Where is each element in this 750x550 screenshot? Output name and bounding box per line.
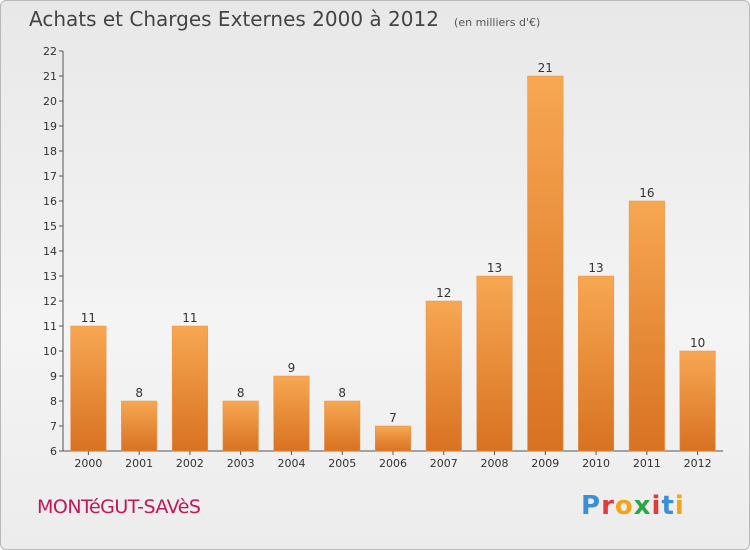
chart-subtitle: (en milliers d'€) [454, 16, 541, 29]
x-tick-label-2008: 2008 [481, 457, 509, 470]
x-tick-label-2011: 2011 [633, 457, 661, 470]
x-tick-label-2012: 2012 [684, 457, 712, 470]
x-tick-label-2004: 2004 [277, 457, 305, 470]
axes: 6 7 8 9 10 11 12 13 14 15 16 17 18 19 20 21 22 2000 2001 20… [43, 45, 723, 470]
y-tick-label: 16 [43, 195, 57, 208]
x-tick-label-2001: 2001 [125, 457, 153, 470]
value-label-2012: 10 [690, 336, 705, 350]
y-tick-label: 7 [50, 420, 57, 433]
value-label-2000: 11 [81, 311, 96, 325]
y-tick-label: 22 [43, 45, 57, 58]
logo-letter: i [651, 491, 662, 521]
title-row: Achats et Charges Externes 2000 à 2012 (… [29, 7, 540, 31]
x-tick-label-2003: 2003 [227, 457, 255, 470]
bar-2003 [222, 400, 259, 452]
bar-2007 [425, 300, 462, 452]
bar-2006 [374, 425, 412, 452]
bars-group: 11 8 11 8 9 8 7 12 13 21 13 16 10 [70, 61, 716, 452]
y-tick-label: 18 [43, 145, 57, 158]
logo-letter: x [633, 491, 652, 521]
y-tick-label: 8 [50, 395, 57, 408]
y-tick-label: 13 [43, 270, 57, 283]
bar-2005 [324, 400, 361, 452]
value-label-2011: 16 [639, 186, 654, 200]
bar-2009 [527, 75, 564, 452]
y-tick-label: 14 [43, 245, 57, 258]
logo-letter: P [581, 491, 602, 521]
x-tick-label-2010: 2010 [582, 457, 610, 470]
bar-2010 [578, 275, 615, 452]
y-tick-label: 21 [43, 70, 57, 83]
logo-letter: i [674, 491, 685, 521]
proxiti-logo[interactable]: Proxiti [581, 491, 685, 521]
value-label-2006: 7 [389, 411, 397, 425]
x-tick-label-2007: 2007 [430, 457, 458, 470]
chart-title: Achats et Charges Externes 2000 à 2012 [29, 7, 439, 31]
y-tick-label: 9 [50, 370, 57, 383]
y-tick-label: 12 [43, 295, 57, 308]
y-tick-label: 20 [43, 95, 57, 108]
logo-letter: r [601, 491, 615, 521]
x-tick-label-2006: 2006 [379, 457, 407, 470]
bar-2004 [273, 375, 310, 452]
x-tick-label-2002: 2002 [176, 457, 204, 470]
value-label-2008: 13 [487, 261, 502, 275]
bar-2000 [70, 325, 107, 452]
x-tick-label-2000: 2000 [74, 457, 102, 470]
y-tick-label: 6 [50, 445, 57, 458]
value-label-2002: 11 [182, 311, 197, 325]
x-tick-label-2005: 2005 [328, 457, 356, 470]
value-label-2001: 8 [135, 386, 143, 400]
logo-letter: o [614, 491, 634, 521]
value-label-2005: 8 [338, 386, 346, 400]
value-label-2009: 21 [538, 61, 553, 75]
bar-2002 [171, 325, 208, 452]
logo-letter: t [661, 491, 675, 521]
bar-2011 [628, 200, 665, 452]
value-label-2003: 8 [237, 386, 245, 400]
y-tick-label: 11 [43, 320, 57, 333]
value-label-2007: 12 [436, 286, 451, 300]
value-label-2010: 13 [588, 261, 603, 275]
bar-2008 [476, 275, 513, 452]
y-tick-label: 19 [43, 120, 57, 133]
value-label-2004: 9 [288, 361, 296, 375]
y-tick-label: 17 [43, 170, 57, 183]
bar-2012 [679, 350, 716, 452]
bar-2001 [121, 400, 158, 452]
town-name: MONTéGUT-SAVèS [37, 496, 201, 518]
y-tick-label: 15 [43, 220, 57, 233]
y-tick-label: 10 [43, 345, 57, 358]
x-tick-label-2009: 2009 [531, 457, 559, 470]
